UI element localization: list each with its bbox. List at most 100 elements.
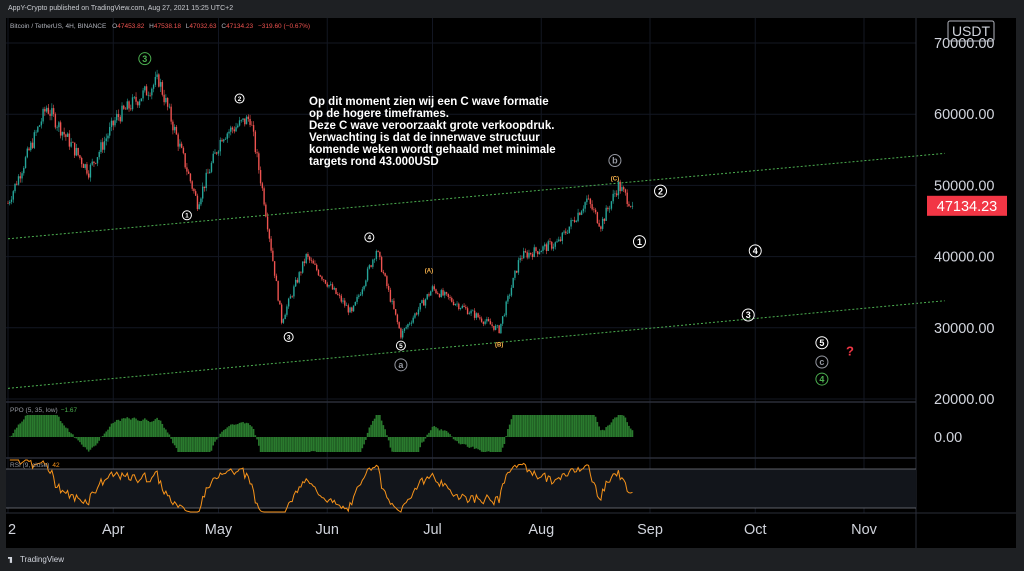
annotation-line-6: targets rond 43.000USD [309, 156, 439, 168]
candle-body [544, 244, 546, 247]
candle-body [463, 305, 465, 308]
ppo-bar [486, 437, 488, 452]
candle-body [65, 134, 67, 137]
ppo-bar [336, 437, 339, 452]
ppo-bar [251, 426, 253, 437]
candle-body [309, 256, 311, 261]
candle-body [440, 290, 442, 298]
price-chart[interactable]: 3 1 2 3 4 5 a (A) (B) b (C) 1 2 4 3 5 c 4? Bitcoin / Teth… [6, 18, 1016, 548]
tradingview-logo[interactable]: TradingView [8, 555, 64, 564]
chart-area[interactable]: 3 1 2 3 4 5 a (A) (B) b (C) 1 2 4 3 5 c 4? Bitcoin / Teth… [6, 18, 1016, 548]
candle-body [405, 327, 407, 329]
candle-body [163, 94, 165, 103]
candle-body [133, 96, 135, 98]
candle-body [147, 95, 150, 96]
ppo-bar [407, 437, 409, 452]
ppo-bar [63, 425, 65, 437]
ppo-bar [547, 415, 550, 437]
candle-body [158, 74, 160, 87]
candle-body [454, 304, 456, 306]
ppo-pane[interactable] [8, 415, 634, 452]
ppo-bar [242, 422, 244, 437]
candle-body [173, 126, 176, 131]
candle-body [259, 170, 262, 184]
candle-body [9, 201, 11, 204]
ppo-bar [443, 430, 446, 437]
candle-body [624, 189, 627, 193]
candle-body [545, 244, 548, 251]
ppo-bar [414, 437, 416, 452]
candle-body [386, 276, 388, 287]
rsi-pane[interactable] [6, 459, 916, 513]
candle-body [577, 212, 579, 222]
annotation-line-4: Verwachting is dat de innerwave structuu… [309, 132, 540, 144]
candle-body [300, 272, 302, 273]
candle-body [379, 251, 381, 258]
ppo-bar [79, 437, 81, 443]
ppo-bar [228, 426, 230, 437]
candle-body [249, 118, 251, 125]
ppo-bar [87, 437, 90, 452]
candle-body [193, 188, 195, 192]
ppo-bar [215, 437, 218, 440]
ppo-bar [577, 415, 579, 437]
ppo-bar [184, 437, 186, 452]
ppo-bar [429, 430, 432, 437]
ppo-bar [52, 415, 55, 437]
ppo-bar [221, 431, 223, 437]
candle-body [526, 252, 528, 258]
candle-body [254, 131, 257, 153]
ppo-bar [121, 418, 123, 437]
ppo-bar [435, 427, 437, 437]
candle-body [95, 163, 97, 164]
candle-body [135, 96, 137, 102]
ppo-bar [108, 426, 111, 437]
candle-body [500, 323, 502, 334]
currency-label[interactable]: USDT [952, 23, 991, 39]
ppo-bar [596, 421, 599, 437]
candle-body [573, 220, 576, 222]
candle-body [238, 120, 241, 126]
candle-body [598, 223, 600, 227]
ppo-bar [579, 415, 581, 437]
candle-body [312, 260, 314, 264]
ppo-bar [575, 415, 578, 437]
currency-box[interactable] [947, 20, 995, 42]
ppo-bar [447, 432, 450, 437]
candle-body [584, 202, 586, 209]
candle-body [19, 176, 21, 179]
ppo-bar [66, 428, 69, 437]
candle-body [286, 306, 288, 315]
grid [6, 18, 916, 513]
candle-body [466, 308, 469, 315]
candle-body [445, 292, 448, 294]
price-axis[interactable]: 70000.00 60000.00 50000.00 40000.00 30000.00… [934, 36, 994, 408]
ppo-bar [93, 437, 95, 447]
ppo-bar [363, 437, 365, 445]
candle-body [549, 241, 551, 242]
candle-body [272, 250, 274, 262]
candle-body [317, 270, 320, 276]
ppo-bar [545, 415, 548, 437]
candle-body [335, 288, 337, 294]
ppo-bar [154, 419, 157, 437]
candle-body [296, 279, 299, 283]
candle-body [287, 298, 290, 307]
ppo-bar [584, 415, 586, 437]
candle-body [407, 324, 409, 328]
candle-body [389, 289, 392, 302]
candle-body [361, 289, 364, 295]
channel-line [7, 152, 945, 240]
ppo-bar [40, 415, 43, 437]
ppo-bar [210, 437, 213, 451]
time-axis[interactable]: 2 Apr May Jun Jul Aug Sep Oct Nov [8, 522, 878, 538]
candle-body [396, 314, 399, 323]
candle-body [180, 143, 183, 148]
candle-body [203, 186, 206, 189]
wave-label-b: b [612, 156, 618, 166]
candle-body [31, 142, 34, 148]
ppo-bar [203, 437, 206, 452]
ppo-bar [80, 437, 83, 445]
ppo-bar [51, 415, 53, 437]
